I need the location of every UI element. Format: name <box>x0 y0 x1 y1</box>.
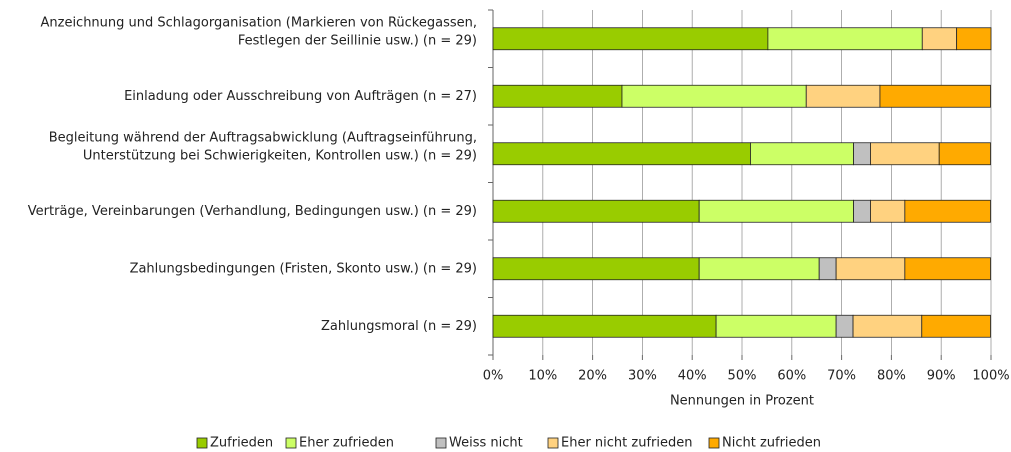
bar-segment <box>870 142 940 166</box>
legend-label: Nicht zufrieden <box>722 436 821 451</box>
x-tick-label: 40% <box>678 369 707 384</box>
legend-swatch <box>196 437 208 449</box>
bar-segment <box>492 199 700 223</box>
legend-swatch <box>708 437 720 449</box>
x-tick-label: 60% <box>777 369 806 384</box>
legend-label: Weiss nicht <box>449 436 523 451</box>
x-tick-label: 90% <box>927 369 956 384</box>
bar-segment <box>853 142 871 166</box>
bar-segment <box>938 142 991 166</box>
bar-segment <box>767 27 923 51</box>
bar-segment <box>904 257 991 281</box>
bar-segment <box>818 257 837 281</box>
bar-segment <box>492 257 700 281</box>
bar-segment <box>492 142 751 166</box>
bar-segment <box>921 27 958 51</box>
x-axis-title: Nennungen in Prozent <box>670 394 814 409</box>
y-tick-label: Verträge, Vereinbarungen (Verhandlung, B… <box>28 204 477 219</box>
bar-segment <box>698 199 854 223</box>
legend-swatch <box>285 437 297 449</box>
x-tick-label: 30% <box>628 369 657 384</box>
bar-segment <box>956 27 992 51</box>
y-tick-label: Einladung oder Ausschreibung von Aufträg… <box>124 89 477 104</box>
bar-segment <box>870 199 906 223</box>
bar-segment <box>852 314 923 338</box>
x-tick-label: 50% <box>728 369 757 384</box>
bar-segment <box>904 199 991 223</box>
legend-label: Eher zufrieden <box>299 436 394 451</box>
y-tick-label: Zahlungsmoral (n = 29) <box>321 319 477 334</box>
x-tick-label: 70% <box>827 369 856 384</box>
legend-label: Zufrieden <box>210 436 273 451</box>
bar-segment <box>621 84 807 108</box>
legend-label: Eher nicht zufrieden <box>561 436 692 451</box>
bar-segment <box>805 84 881 108</box>
x-tick-label: 10% <box>528 369 557 384</box>
bar-segment <box>715 314 837 338</box>
bar-segment <box>853 199 871 223</box>
x-tick-label: 0% <box>483 369 504 384</box>
bar-segment <box>750 142 854 166</box>
x-tick-label: 80% <box>877 369 906 384</box>
bar-segment <box>835 257 906 281</box>
x-tick-label: 100% <box>972 369 1009 384</box>
y-tick-label: Unterstützung bei Schwierigkeiten, Kontr… <box>83 148 477 163</box>
bar-segment <box>921 314 991 338</box>
bar-segment <box>492 84 623 108</box>
bar-segment <box>492 314 717 338</box>
y-tick-label: Anzeichnung und Schlagorganisation (Mark… <box>40 15 477 30</box>
bar-segment <box>492 27 769 51</box>
x-tick-label: 20% <box>578 369 607 384</box>
y-tick-label: Zahlungsbedingungen (Fristen, Skonto usw… <box>130 261 477 276</box>
legend-swatch <box>547 437 559 449</box>
bar-segment <box>835 314 854 338</box>
y-tick-label: Begleitung während der Auftragsabwicklun… <box>49 130 477 145</box>
legend-swatch <box>435 437 447 449</box>
bar-segment <box>698 257 820 281</box>
bar-segment <box>879 84 991 108</box>
y-tick-label: Festlegen der Seillinie usw.) (n = 29) <box>238 33 477 48</box>
